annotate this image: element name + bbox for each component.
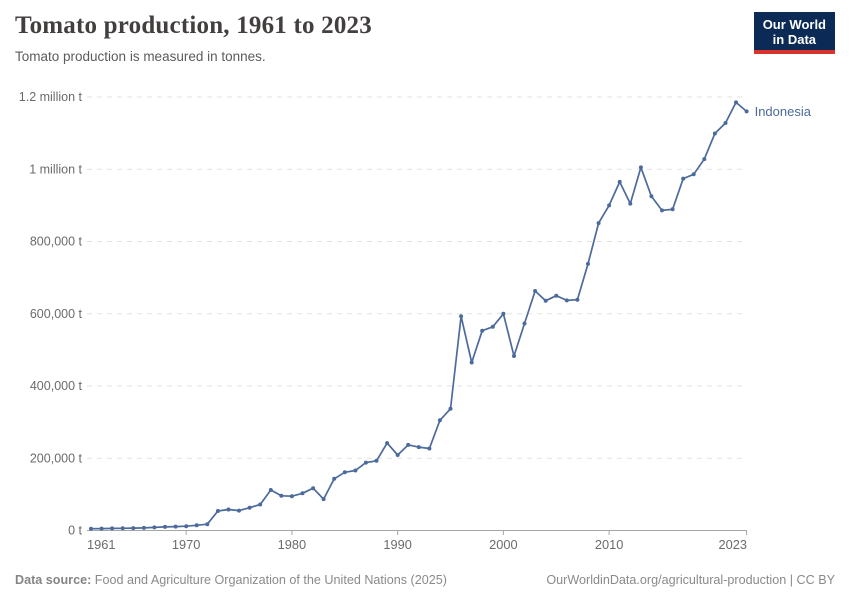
x-tick-label: 1961 bbox=[87, 537, 115, 552]
y-tick-label: 200,000 t bbox=[30, 451, 83, 465]
chart-title: Tomato production, 1961 to 2023 bbox=[15, 12, 372, 39]
data-point-marker[interactable] bbox=[226, 507, 231, 512]
data-point-marker[interactable] bbox=[691, 172, 696, 177]
data-point-marker[interactable] bbox=[215, 509, 220, 513]
x-tick-label: 1990 bbox=[383, 537, 411, 552]
data-point-marker[interactable] bbox=[575, 297, 580, 302]
data-point-marker[interactable] bbox=[564, 298, 569, 303]
data-point-marker[interactable] bbox=[120, 526, 125, 531]
data-point-marker[interactable] bbox=[533, 289, 538, 293]
chart-footer: Data source: Food and Agriculture Organi… bbox=[15, 573, 835, 587]
owid-logo-line2: in Data bbox=[772, 32, 817, 47]
data-point-marker[interactable] bbox=[300, 491, 305, 496]
data-point-marker[interactable] bbox=[89, 526, 93, 531]
data-point-marker[interactable] bbox=[163, 524, 167, 529]
y-tick-label: 800,000 t bbox=[30, 235, 83, 249]
data-point-marker[interactable] bbox=[607, 203, 612, 208]
owid-logo-line1: Our World bbox=[762, 17, 826, 32]
data-point-marker[interactable] bbox=[141, 525, 146, 530]
data-point-marker[interactable] bbox=[660, 208, 664, 213]
data-point-marker[interactable] bbox=[289, 494, 294, 499]
data-point-marker[interactable] bbox=[99, 526, 104, 531]
data-point-marker[interactable] bbox=[363, 460, 368, 465]
data-point-marker[interactable] bbox=[670, 207, 675, 212]
data-point-marker[interactable] bbox=[681, 176, 686, 181]
x-tick-label: 2023 bbox=[719, 537, 747, 552]
data-point-marker[interactable] bbox=[459, 314, 464, 319]
data-source: Data source: Food and Agriculture Organi… bbox=[15, 573, 447, 587]
data-point-marker[interactable] bbox=[554, 293, 559, 298]
y-tick-label: 1 million t bbox=[29, 162, 82, 176]
chart-header: Tomato production, 1961 to 2023 Tomato p… bbox=[15, 12, 835, 64]
data-point-marker[interactable] bbox=[268, 488, 273, 492]
data-point-marker[interactable] bbox=[480, 328, 485, 333]
data-point-marker[interactable] bbox=[332, 476, 337, 481]
data-point-marker[interactable] bbox=[205, 522, 210, 527]
footer-link: OurWorldinData.org/agricultural-producti… bbox=[546, 573, 835, 587]
data-point-marker[interactable] bbox=[194, 523, 199, 528]
y-tick-label: 1.2 million t bbox=[19, 90, 83, 104]
data-point-marker[interactable] bbox=[427, 446, 432, 451]
data-point-marker[interactable] bbox=[744, 109, 749, 114]
data-point-marker[interactable] bbox=[279, 493, 284, 498]
data-source-label: Data source: bbox=[15, 573, 92, 587]
data-point-marker[interactable] bbox=[543, 298, 548, 303]
data-point-marker[interactable] bbox=[342, 470, 347, 475]
x-tick-label: 2010 bbox=[595, 537, 623, 552]
data-point-marker[interactable] bbox=[628, 201, 633, 206]
data-point-marker[interactable] bbox=[131, 526, 136, 531]
data-point-marker[interactable] bbox=[406, 442, 411, 447]
data-point-marker[interactable] bbox=[522, 321, 527, 326]
data-point-marker[interactable] bbox=[723, 121, 728, 125]
data-point-marker[interactable] bbox=[247, 505, 252, 510]
y-tick-label: 400,000 t bbox=[30, 379, 83, 393]
data-point-marker[interactable] bbox=[353, 468, 358, 473]
data-point-marker[interactable] bbox=[448, 406, 453, 411]
data-point-marker[interactable] bbox=[110, 526, 115, 531]
data-point-marker[interactable] bbox=[184, 524, 189, 529]
data-point-marker[interactable] bbox=[702, 157, 707, 162]
data-point-marker[interactable] bbox=[649, 194, 654, 199]
x-tick-label: 2000 bbox=[489, 537, 517, 552]
data-point-marker[interactable] bbox=[258, 502, 263, 507]
data-point-marker[interactable] bbox=[374, 458, 379, 463]
data-point-marker[interactable] bbox=[469, 360, 474, 365]
owid-logo: Our World in Data bbox=[753, 12, 835, 54]
data-point-marker[interactable] bbox=[638, 165, 643, 170]
data-point-marker[interactable] bbox=[617, 179, 622, 184]
data-point-marker[interactable] bbox=[416, 445, 421, 450]
data-point-marker[interactable] bbox=[501, 311, 506, 316]
y-tick-label: 600,000 t bbox=[30, 307, 83, 321]
data-point-marker[interactable] bbox=[321, 497, 326, 502]
data-point-marker[interactable] bbox=[173, 524, 178, 529]
series-end-label-indonesia: Indonesia bbox=[755, 104, 812, 119]
x-tick-label: 1970 bbox=[172, 537, 200, 552]
chart-subtitle: Tomato production is measured in tonnes. bbox=[15, 49, 266, 64]
data-point-marker[interactable] bbox=[596, 221, 601, 226]
data-point-marker[interactable] bbox=[385, 441, 390, 446]
series-line-indonesia[interactable] bbox=[90, 101, 748, 530]
data-point-marker[interactable] bbox=[437, 418, 442, 423]
x-tick-label: 1980 bbox=[278, 537, 306, 552]
data-point-marker[interactable] bbox=[512, 354, 516, 358]
data-point-marker[interactable] bbox=[734, 100, 738, 105]
data-point-marker[interactable] bbox=[311, 486, 316, 491]
data-point-marker[interactable] bbox=[395, 453, 400, 457]
data-point-marker[interactable] bbox=[586, 261, 590, 266]
data-point-marker[interactable] bbox=[237, 508, 241, 513]
data-point-marker[interactable] bbox=[490, 324, 495, 329]
data-point-marker[interactable] bbox=[712, 131, 717, 136]
y-tick-label: 0 t bbox=[68, 524, 82, 538]
data-point-marker[interactable] bbox=[152, 525, 157, 530]
data-source-text: Food and Agriculture Organization of the… bbox=[94, 573, 447, 587]
